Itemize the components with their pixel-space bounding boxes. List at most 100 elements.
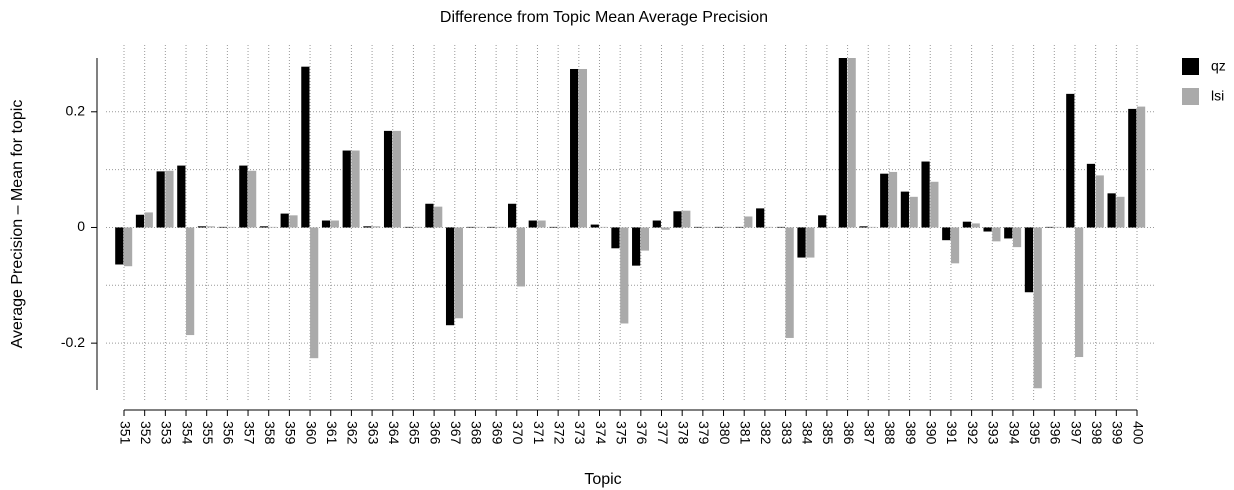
x-tick-label: 399 bbox=[1110, 421, 1126, 445]
bar bbox=[301, 66, 310, 228]
bar bbox=[590, 224, 599, 228]
bar bbox=[1128, 108, 1137, 228]
x-tick-label: 384 bbox=[800, 421, 816, 445]
bar bbox=[962, 221, 972, 228]
bar bbox=[1045, 226, 1054, 228]
x-tick-label: 386 bbox=[841, 421, 857, 445]
x-tick-label: 368 bbox=[469, 421, 485, 445]
bar bbox=[558, 226, 567, 228]
bar bbox=[1107, 193, 1116, 228]
bar bbox=[259, 226, 269, 228]
bar bbox=[930, 181, 939, 228]
bar bbox=[570, 68, 579, 228]
legend-swatch bbox=[1182, 58, 1199, 75]
bar bbox=[425, 203, 434, 228]
bar bbox=[578, 68, 588, 228]
bar bbox=[1137, 106, 1146, 228]
bar bbox=[806, 227, 815, 258]
bar bbox=[868, 226, 877, 228]
bar bbox=[496, 226, 505, 228]
bar bbox=[186, 227, 195, 336]
bar bbox=[487, 226, 496, 228]
bar bbox=[818, 215, 827, 228]
y-axis-label: Average Precision – Mean for topic bbox=[9, 100, 26, 349]
bar bbox=[197, 226, 207, 228]
bar bbox=[950, 227, 960, 264]
bar bbox=[351, 150, 360, 228]
bar bbox=[785, 227, 794, 338]
bar bbox=[900, 191, 909, 228]
x-tick-label: 398 bbox=[1089, 421, 1105, 445]
bar bbox=[921, 161, 930, 228]
bar bbox=[942, 227, 951, 241]
bar bbox=[330, 220, 339, 228]
bar bbox=[620, 227, 629, 324]
bar bbox=[797, 227, 806, 258]
x-tick-label: 374 bbox=[593, 421, 609, 445]
bar bbox=[392, 130, 401, 228]
bar bbox=[1086, 163, 1096, 228]
x-tick-label: 366 bbox=[427, 421, 443, 445]
y-tick-label: 0 bbox=[77, 218, 85, 234]
bar bbox=[528, 220, 537, 228]
bar bbox=[1054, 226, 1063, 228]
bar bbox=[156, 171, 165, 228]
bar bbox=[507, 203, 517, 228]
x-tick-label: 367 bbox=[448, 421, 464, 445]
bar bbox=[992, 227, 1001, 242]
bar bbox=[1004, 227, 1013, 239]
x-tick-label: 354 bbox=[179, 421, 195, 445]
bar bbox=[838, 58, 847, 228]
bar bbox=[363, 226, 372, 228]
bar bbox=[342, 150, 351, 228]
x-tick-label: 388 bbox=[882, 421, 898, 445]
bar bbox=[735, 226, 744, 228]
bar bbox=[1024, 227, 1034, 293]
bar bbox=[268, 226, 277, 228]
bar bbox=[372, 226, 381, 228]
bar bbox=[909, 196, 918, 228]
bar bbox=[206, 226, 215, 228]
x-tick-label: 364 bbox=[386, 421, 402, 445]
x-tick-label: 376 bbox=[634, 421, 650, 445]
x-tick-label: 400 bbox=[1130, 421, 1146, 445]
bar bbox=[1066, 93, 1075, 228]
x-tick-label: 372 bbox=[551, 421, 567, 445]
x-axis-label: Topic bbox=[584, 471, 621, 488]
x-tick-label: 378 bbox=[675, 421, 691, 445]
bar bbox=[1074, 227, 1084, 358]
bar bbox=[239, 165, 248, 228]
y-tick-label: 0.2 bbox=[66, 102, 86, 118]
bar bbox=[702, 226, 712, 228]
bar bbox=[983, 227, 992, 232]
bar bbox=[310, 227, 319, 359]
x-tick-label: 389 bbox=[903, 421, 919, 445]
bar bbox=[880, 173, 889, 228]
bar bbox=[1116, 196, 1125, 228]
y-tick-label: -0.2 bbox=[61, 334, 85, 350]
bar bbox=[714, 226, 723, 228]
x-tick-label: 360 bbox=[303, 421, 319, 445]
x-tick-label: 375 bbox=[613, 421, 629, 445]
x-tick-label: 379 bbox=[696, 421, 712, 445]
x-tick-label: 361 bbox=[324, 421, 340, 445]
bar bbox=[971, 223, 980, 228]
bar bbox=[516, 227, 525, 287]
x-tick-label: 381 bbox=[738, 421, 754, 445]
legend-swatch bbox=[1182, 88, 1199, 105]
x-tick-label: 373 bbox=[572, 421, 588, 445]
bar bbox=[776, 226, 785, 228]
chart-title: Difference from Topic Mean Average Preci… bbox=[440, 9, 768, 26]
x-tick-label: 355 bbox=[200, 421, 216, 445]
x-tick-label: 363 bbox=[365, 421, 381, 445]
bar bbox=[1012, 227, 1022, 248]
bar bbox=[218, 226, 227, 228]
bar bbox=[694, 226, 703, 228]
bar bbox=[764, 226, 774, 228]
x-tick-label: 393 bbox=[986, 421, 1002, 445]
bar bbox=[434, 206, 443, 228]
bar bbox=[756, 208, 765, 228]
bar bbox=[847, 58, 856, 228]
x-tick-label: 380 bbox=[717, 421, 733, 445]
bar bbox=[413, 226, 422, 228]
